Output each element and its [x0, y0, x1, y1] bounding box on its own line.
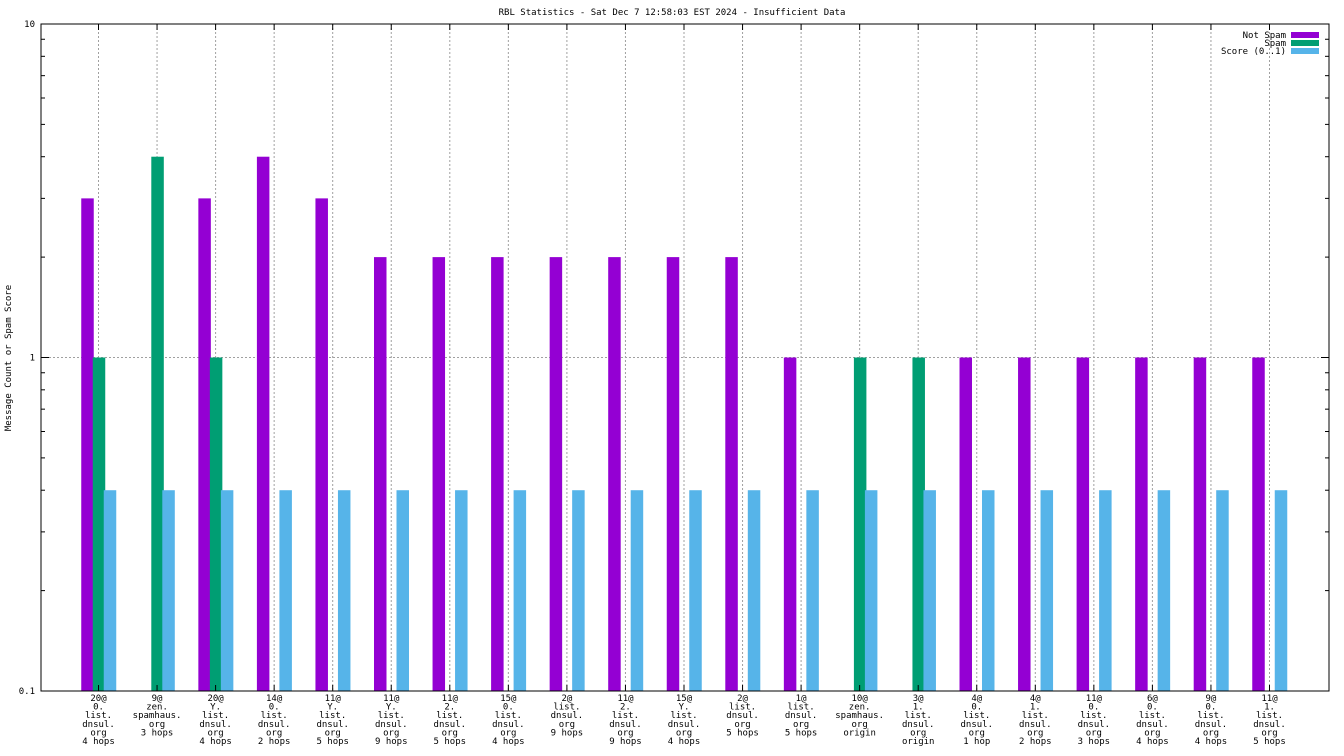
bar-score-0-1: [103, 490, 117, 691]
bar-not-spam: [783, 357, 797, 691]
bar-spam: [92, 357, 106, 691]
x-tick-label: 15@ 0. list. dnsul. org 4 hops: [492, 694, 525, 747]
bar-spam: [209, 357, 223, 691]
bar-not-spam: [1135, 357, 1148, 691]
bar-score-0-1: [1216, 490, 1229, 691]
x-tick-label: 9@ 0. list. dnsul. org 4 hops: [1195, 694, 1228, 747]
bar-not-spam: [608, 257, 621, 691]
y-tick-labels: 0.1 1 10: [19, 20, 35, 697]
bar-not-spam: [725, 257, 738, 691]
bar-not-spam: [1193, 357, 1207, 691]
x-tick-label: 20@ 0. list. dnsul. org 4 hops: [82, 694, 115, 747]
bar-score-0-1: [982, 490, 995, 691]
legend-swatch: [1291, 32, 1319, 38]
bar-not-spam: [491, 257, 504, 691]
bar-score-0-1: [162, 490, 175, 691]
bar-score-0-1: [630, 490, 644, 691]
bar-spam: [151, 156, 164, 691]
bar-score-0-1: [1274, 490, 1288, 691]
x-tick-label: 11@ 1. list. dnsul. org 5 hops: [1253, 694, 1286, 747]
x-tick-label: 15@ Y. list. dnsul. org 4 hops: [668, 694, 701, 747]
bar-score-0-1: [279, 490, 292, 691]
bar-spam: [853, 357, 867, 691]
x-tick-label: 3@ 1. list. dnsul. org origin: [902, 694, 935, 747]
bar-score-0-1: [864, 490, 878, 691]
y-tick-label: 10: [24, 20, 35, 30]
legend-swatch: [1291, 48, 1319, 54]
x-tick-label: 11@ Y. list. dnsul. org 9 hops: [375, 694, 408, 747]
bar-score-0-1: [1157, 490, 1171, 691]
legend-swatch: [1291, 40, 1319, 46]
bar-not-spam: [315, 198, 328, 691]
x-tick-label: 1@ list. dnsul. org 5 hops: [785, 694, 818, 738]
x-tick-label: 20@ Y. list. dnsul. org 4 hops: [199, 694, 232, 747]
x-tick-label: 14@ 0. list. dnsul. org 2 hops: [258, 694, 291, 747]
x-tick-label: 2@ list. dnsul. org 9 hops: [551, 694, 584, 738]
bar-score-0-1: [806, 490, 819, 691]
bar-score-0-1: [220, 490, 234, 691]
bar-not-spam: [959, 357, 972, 691]
bar-not-spam: [549, 257, 563, 691]
bar-not-spam: [374, 257, 387, 691]
bar-not-spam: [198, 198, 211, 691]
x-tick-labels: 20@ 0. list. dnsul. org 4 hops 9@ zen. spamhaus.…: [82, 694, 1286, 747]
legend-label: Score (0..1): [1221, 47, 1286, 57]
bar-spam: [912, 357, 925, 691]
bar-score-0-1: [689, 490, 702, 691]
bar-not-spam: [256, 156, 270, 691]
x-tick-label: 4@ 0. list. dnsul. org 1 hop: [960, 694, 993, 747]
x-tick-label: 10@ zen. spamhaus. org origin: [835, 694, 884, 738]
x-tick-label: 2@ list. dnsul. org 5 hops: [726, 694, 759, 738]
bar-score-0-1: [1099, 490, 1112, 691]
chart-title: RBL Statistics - Sat Dec 7 12:58:03 EST …: [499, 8, 846, 18]
x-tick-label: 11@ 0. list. dnsul. org 3 hops: [1078, 694, 1111, 747]
bars: [81, 156, 1288, 691]
bar-not-spam: [81, 198, 94, 691]
bar-score-0-1: [923, 490, 936, 691]
bar-score-0-1: [1040, 490, 1054, 691]
bar-not-spam: [1076, 357, 1090, 691]
y-tick-label: 1: [30, 354, 35, 364]
y-axis-label: Message Count or Spam Score: [4, 285, 14, 431]
axis-ticks: [41, 23, 1329, 692]
bar-not-spam: [1252, 357, 1265, 691]
bar-not-spam: [432, 257, 446, 691]
x-tick-label: 9@ zen. spamhaus. org 3 hops: [133, 694, 182, 738]
bar-not-spam: [666, 257, 680, 691]
x-tick-label: 11@ 2. list. dnsul. org 5 hops: [434, 694, 467, 747]
bar-not-spam: [1018, 357, 1031, 691]
legend-label: Spam: [1264, 39, 1286, 49]
x-tick-label: 4@ 1. list. dnsul. org 2 hops: [1019, 694, 1052, 747]
bar-score-0-1: [337, 490, 351, 691]
bar-score-0-1: [572, 490, 585, 691]
x-tick-label: 11@ Y. list. dnsul. org 5 hops: [316, 694, 349, 747]
bar-score-0-1: [455, 490, 468, 691]
y-tick-label: 0.1: [19, 687, 35, 697]
bar-score-0-1: [747, 490, 761, 691]
bar-score-0-1: [396, 490, 409, 691]
x-tick-label: 6@ 0. list. dnsul. org 4 hops: [1136, 694, 1169, 747]
legend-label: Not Spam: [1243, 31, 1286, 41]
bar-score-0-1: [513, 490, 527, 691]
x-tick-label: 11@ 2. list. dnsul. org 9 hops: [609, 694, 642, 747]
